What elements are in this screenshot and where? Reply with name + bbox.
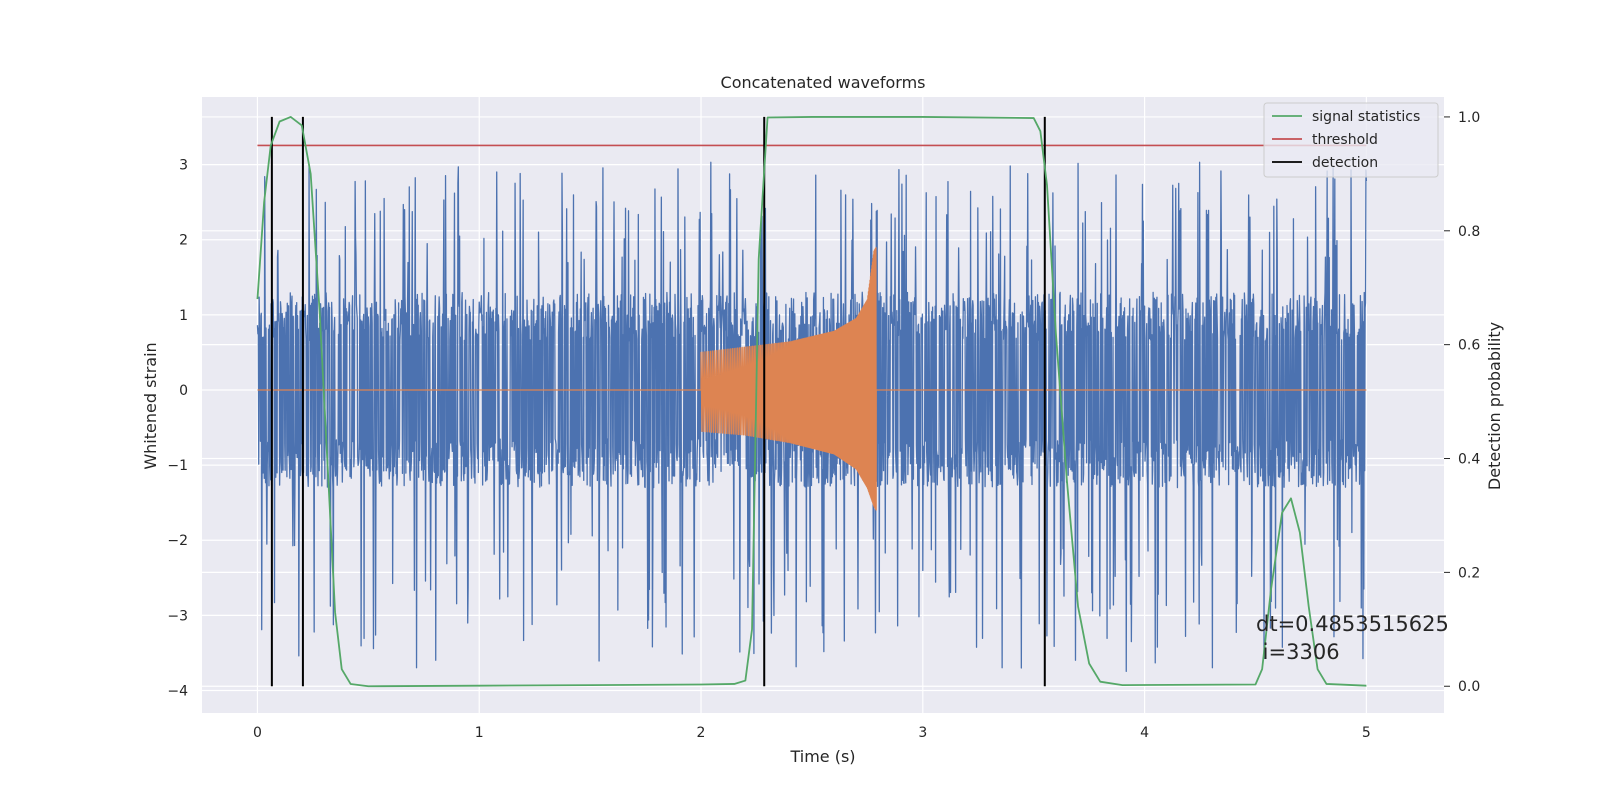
y2-tick-label: 0.4 xyxy=(1458,452,1480,468)
x-tick-label: 5 xyxy=(1362,725,1371,741)
legend-box xyxy=(1263,102,1439,178)
x-tick-labels: 0 1 2 3 4 5 xyxy=(253,725,1371,741)
series-chirp-template xyxy=(257,247,1367,511)
y-tick-label: −3 xyxy=(167,608,188,624)
y2-axis-label: Detection probability xyxy=(1485,322,1504,490)
x-tick-label: 1 xyxy=(475,725,484,741)
legend: signal statistics threshold detection xyxy=(1263,102,1439,178)
x-tick-label: 4 xyxy=(1140,725,1149,741)
y-tick-label: 0 xyxy=(179,383,188,399)
chart-title: Concatenated waveforms xyxy=(721,73,926,92)
y-tick-label: −2 xyxy=(167,533,188,549)
y-tick-label: −1 xyxy=(167,458,188,474)
y-tick-label: 1 xyxy=(179,308,188,324)
legend-label: threshold xyxy=(1312,132,1378,148)
x-tick-label: 3 xyxy=(918,725,927,741)
y2-tick-label: 0.0 xyxy=(1458,679,1480,695)
y2-tick-label: 0.6 xyxy=(1458,338,1480,354)
y2-tick-labels: 0.0 0.2 0.4 0.6 0.8 1.0 xyxy=(1444,110,1480,695)
y-axis-label: Whitened strain xyxy=(141,342,160,469)
annotation-index: i=3306 xyxy=(1256,640,1340,664)
series-signal-statistics xyxy=(256,116,1367,688)
x-axis-label: Time (s) xyxy=(789,747,855,766)
legend-label: signal statistics xyxy=(1312,109,1420,125)
y-tick-label: 3 xyxy=(179,158,188,174)
y-tick-labels: −4 −3 −2 −1 0 1 2 3 xyxy=(167,158,188,700)
y-tick-label: 2 xyxy=(179,233,188,249)
x-tick-label: 0 xyxy=(253,725,262,741)
x-tick-label: 2 xyxy=(697,725,706,741)
annotation-dt: dt=0.4853515625 xyxy=(1256,612,1449,636)
y2-tick-label: 0.2 xyxy=(1458,565,1480,581)
legend-label: detection xyxy=(1312,155,1378,171)
data-layer xyxy=(256,116,1368,688)
y2-tick-label: 0.8 xyxy=(1458,224,1480,240)
y-tick-label: −4 xyxy=(167,683,188,699)
y2-tick-label: 1.0 xyxy=(1458,110,1480,126)
